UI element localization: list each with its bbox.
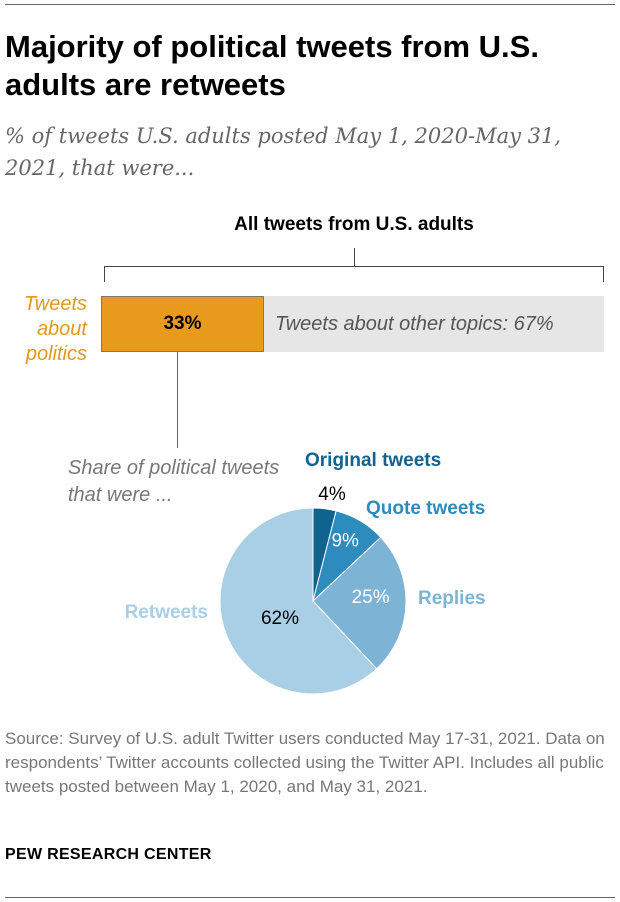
- bar-other-label: Tweets about other topics: 67%: [275, 313, 554, 335]
- pie-value-label: 62%: [261, 608, 299, 629]
- pie-slice-replies: [312, 536, 407, 670]
- pie-value-label: 25%: [352, 587, 390, 608]
- pie-value-label: 4%: [318, 484, 346, 505]
- source-note: Source: Survey of U.S. adult Twitter use…: [5, 729, 605, 796]
- bottom-rule: [5, 897, 615, 898]
- bar-politics-value: 33%: [163, 313, 202, 334]
- pie-value-label: 9%: [331, 531, 359, 552]
- pie-slice-retweets: [219, 507, 378, 695]
- bracket: [104, 248, 604, 282]
- pie-slice-name-label: Replies: [418, 588, 486, 609]
- chart-svg: 4% Original tweets 9% Quote tweets 25% Replie…: [104, 248, 604, 695]
- pie-chart: 4% Original tweets 9% Quote tweets 25% Replie…: [125, 450, 486, 695]
- bar-politics: [101, 296, 264, 352]
- pie-intro-label: Share of political tweets that were ...: [68, 457, 280, 506]
- pie-slice-name-label: Retweets: [125, 602, 208, 623]
- bar-other: [264, 296, 604, 352]
- bracket-title: All tweets from U.S. adults: [234, 214, 474, 235]
- top-rule: [5, 4, 615, 5]
- politics-label: Tweets about politics: [24, 293, 87, 365]
- pie-slice-name-label: Original tweets: [305, 450, 441, 471]
- pie-slice-name-label: Quote tweets: [366, 498, 485, 519]
- chart-title: Majority of political tweets from U.S. a…: [5, 29, 539, 102]
- chart-subtitle: % of tweets U.S. adults posted May 1, 20…: [5, 124, 562, 180]
- brand-label: PEW RESEARCH CENTER: [5, 846, 212, 863]
